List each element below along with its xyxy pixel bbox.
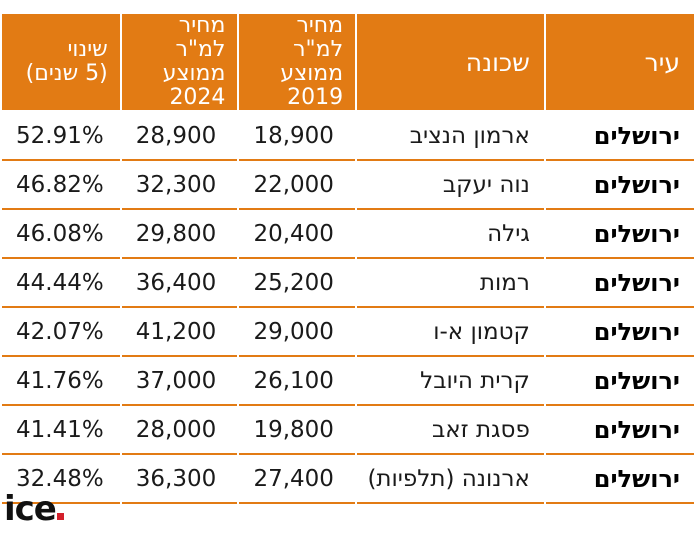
cell-city: ירושלים [545, 308, 694, 357]
cell-price-2024: 29,800 [121, 210, 238, 259]
header-change: שינוי (5 שנים) [2, 14, 120, 112]
table-row: ירושלים נוה יעקב 22,000 32,300 46.82% [2, 161, 694, 210]
cell-price-2019: 27,400 [239, 455, 356, 504]
cell-city: ירושלים [545, 210, 694, 259]
cell-neighborhood: גילה [357, 210, 544, 259]
cell-price-2019: 18,900 [239, 112, 356, 161]
table-header-row: עיר שכונה מחיר למ"ר ממוצע 2019 מחיר למ"ר… [2, 14, 694, 112]
cell-change: 32.48% [2, 455, 120, 504]
table-row: ירושלים קרית היובל 26,100 37,000 41.76% [2, 357, 694, 406]
cell-price-2019: 19,800 [239, 406, 356, 455]
cell-change: 52.91% [2, 112, 120, 161]
cell-price-2019: 22,000 [239, 161, 356, 210]
table-row: ירושלים גילה 20,400 29,800 46.08% [2, 210, 694, 259]
cell-price-2019: 26,100 [239, 357, 356, 406]
cell-city: ירושלים [545, 357, 694, 406]
ice-logo-text: ice [4, 489, 57, 529]
header-price-2024-line1: מחיר למ"ר [175, 13, 226, 62]
cell-neighborhood: קרית היובל [357, 357, 544, 406]
table-row: ירושלים רמות 25,200 36,400 44.44% [2, 259, 694, 308]
cell-price-2019: 29,000 [239, 308, 356, 357]
cell-price-2019: 25,200 [239, 259, 356, 308]
price-table: עיר שכונה מחיר למ"ר ממוצע 2019 מחיר למ"ר… [0, 14, 696, 504]
header-city: עיר [545, 14, 694, 112]
cell-price-2024: 32,300 [121, 161, 238, 210]
cell-neighborhood: קטמון א-ו [357, 308, 544, 357]
cell-neighborhood: ארנונה (תלפיות) [357, 455, 544, 504]
cell-neighborhood: ארמון הנציב [357, 112, 544, 161]
header-neighborhood: שכונה [357, 14, 544, 112]
cell-city: ירושלים [545, 161, 694, 210]
table-body: ירושלים ארמון הנציב 18,900 28,900 52.91% ירוש… [2, 112, 694, 504]
cell-price-2024: 41,200 [121, 308, 238, 357]
table-row: ירושלים ארמון הנציב 18,900 28,900 52.91% [2, 112, 694, 161]
header-change-line2: (5 שנים) [25, 61, 108, 86]
cell-change: 44.44% [2, 259, 120, 308]
logo-dot [56, 513, 64, 520]
table-row: ירושלים ארנונה (תלפיות) 27,400 36,300 32.48% [2, 455, 694, 504]
header-price-2019-line1: מחיר למ"ר [293, 13, 344, 62]
header-change-line1: שינוי [67, 37, 108, 62]
header-price-2019: מחיר למ"ר ממוצע 2019 [239, 13, 356, 112]
table-row: ירושלים פסגת זאב 19,800 28,000 41.41% [2, 406, 694, 455]
cell-neighborhood: רמות [357, 259, 544, 308]
header-price-2019-line3: 2019 [287, 85, 344, 110]
cell-neighborhood: נוה יעקב [357, 161, 544, 210]
table-row: ירושלים קטמון א-ו 29,000 41,200 42.07% [2, 308, 694, 357]
cell-price-2024: 37,000 [121, 357, 238, 406]
cell-price-2024: 36,400 [121, 259, 238, 308]
header-price-2024-line3: 2024 [169, 85, 226, 110]
cell-price-2024: 36,300 [121, 455, 238, 504]
cell-change: 46.82% [2, 161, 120, 210]
cell-price-2024: 28,000 [121, 406, 238, 455]
cell-city: ירושלים [545, 455, 694, 504]
cell-city: ירושלים [545, 406, 694, 455]
cell-price-2024: 28,900 [121, 112, 238, 161]
cell-change: 46.08% [2, 210, 120, 259]
cell-change: 42.07% [2, 308, 120, 357]
header-price-2019-line2: ממוצע [280, 61, 344, 86]
cell-change: 41.76% [2, 357, 120, 406]
cell-city: ירושלים [545, 112, 694, 161]
cell-neighborhood: פסגת זאב [357, 406, 544, 455]
header-price-2024: מחיר למ"ר ממוצע 2024 [121, 13, 238, 112]
cell-city: ירושלים [545, 259, 694, 308]
ice-logo: ice [4, 492, 64, 526]
header-price-2024-line2: ממוצע [162, 61, 226, 86]
cell-price-2019: 20,400 [239, 210, 356, 259]
cell-change: 41.41% [2, 406, 120, 455]
